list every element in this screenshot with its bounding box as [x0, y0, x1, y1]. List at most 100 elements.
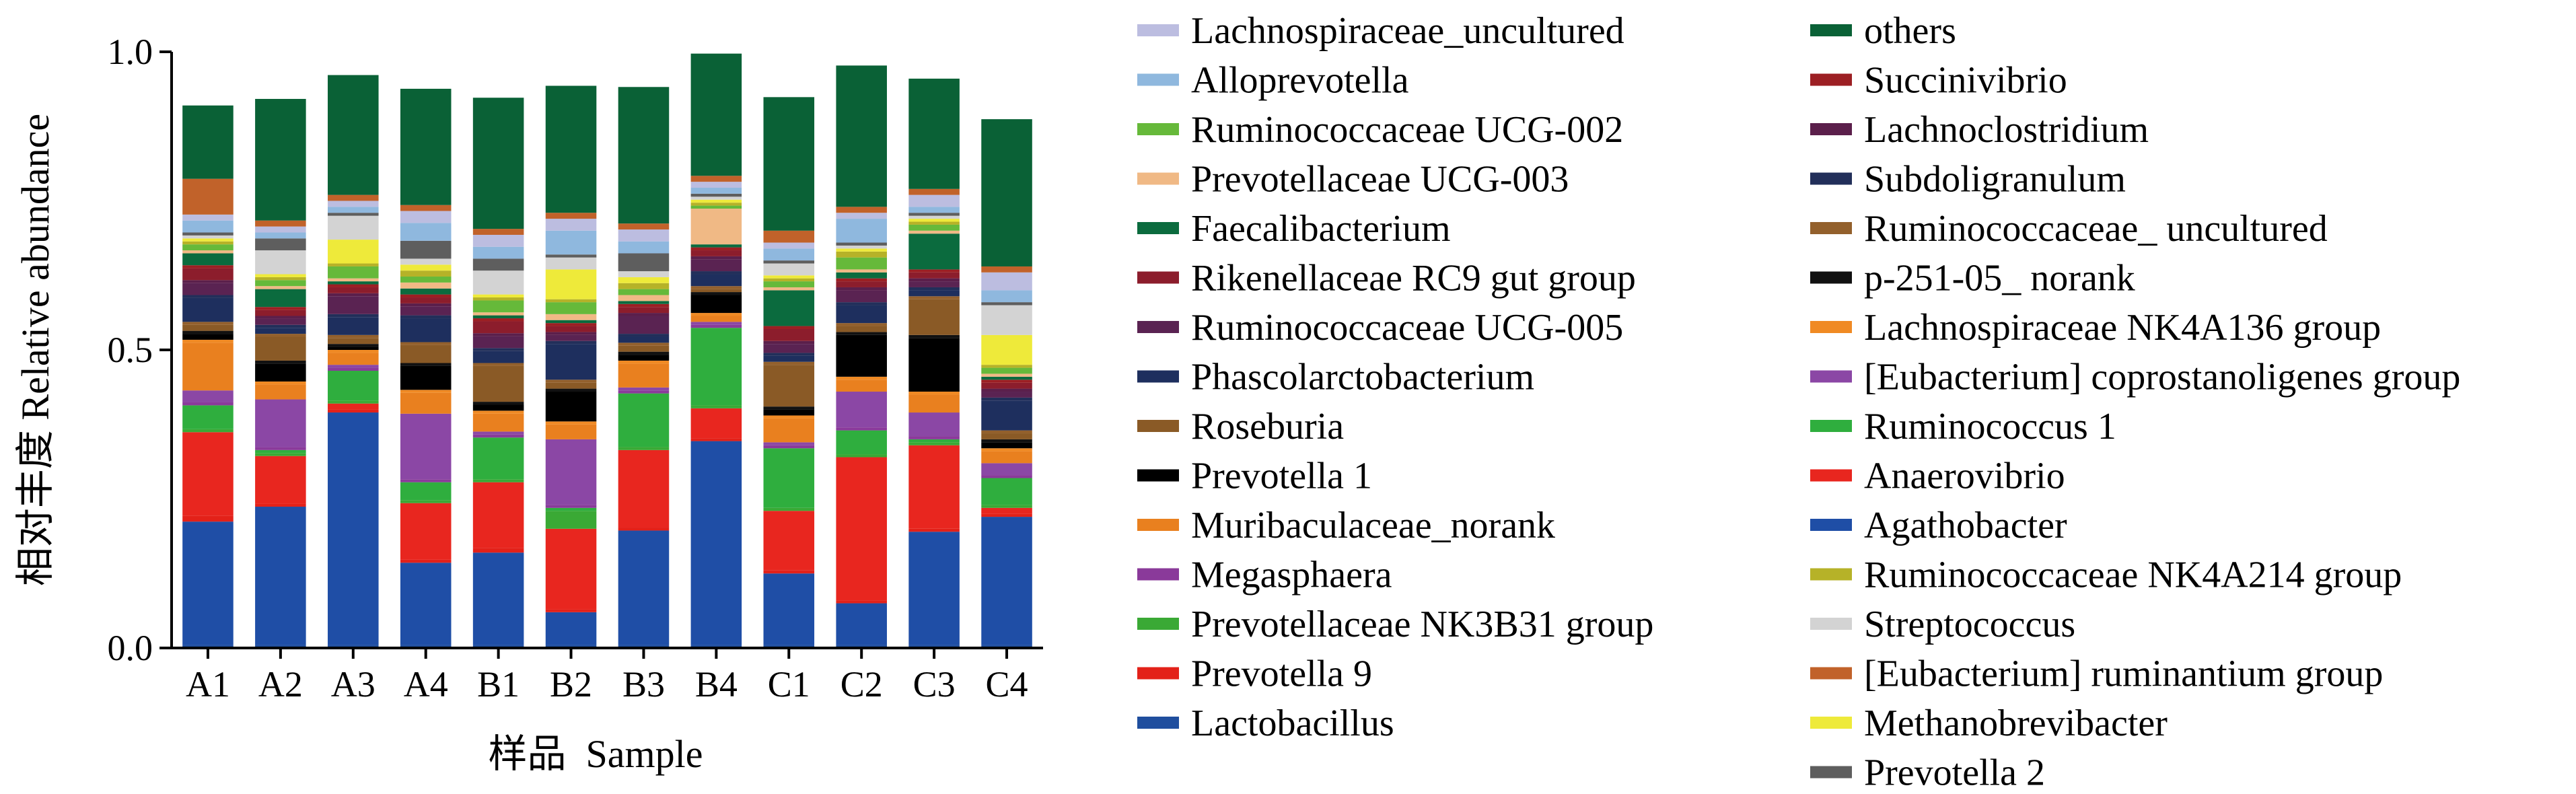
bar-segment-A1-19	[182, 265, 234, 268]
bar-segment-A2-20	[255, 289, 306, 308]
bar-segment-A2-0	[255, 645, 306, 648]
bar-segment-A1-11	[182, 330, 234, 334]
bar-segment-C4-0	[981, 645, 1032, 648]
bar-segment-A4-12	[400, 345, 452, 363]
bar-segment-B1-24	[472, 294, 524, 298]
bar-segment-A4-26	[400, 240, 452, 259]
bar-segment-C3-23	[908, 221, 960, 225]
legend-swatch	[1137, 24, 1179, 36]
legend-label: Prevotellaceae UCG-003	[1191, 159, 1569, 201]
bar-segment-A1-10	[182, 334, 234, 340]
bar-segment-A4-9	[400, 390, 452, 393]
legend-swatch	[1137, 519, 1179, 531]
bars-group	[182, 53, 1032, 648]
bar-segment-A3-1	[328, 412, 379, 645]
bar-segment-B2-0	[545, 645, 597, 648]
bar-segment-C3-28	[908, 194, 960, 207]
bar-segment-B2-21	[545, 314, 597, 320]
bar-segment-A1-1	[182, 521, 234, 645]
bar-segment-B4-30	[690, 53, 742, 176]
bar-segment-C4-9	[981, 448, 1032, 452]
bar-segment-A3-0	[328, 645, 379, 648]
x-tick-label-B1: B1	[477, 664, 520, 705]
bar-segment-B2-11	[545, 388, 597, 392]
legend-swatch	[1810, 321, 1852, 333]
bar-segment-C4-12	[981, 433, 1032, 439]
bar-segment-C4-15	[981, 397, 1032, 401]
legend-label: others	[1864, 10, 1956, 52]
legend-swatch	[1810, 73, 1852, 86]
bar-segment-C3-18	[908, 272, 960, 279]
bar-segment-A4-16	[400, 306, 452, 316]
bar-segment-C4-13	[981, 430, 1032, 434]
bar-segment-B3-16	[618, 316, 670, 334]
bar-segment-A1-14	[182, 297, 234, 322]
legend-swatch	[1810, 24, 1852, 36]
bar-segment-C1-27	[763, 248, 815, 261]
legend-label: Phascolarctobacterium	[1191, 357, 1534, 398]
bar-segment-C4-21	[981, 373, 1032, 377]
bar-segment-C1-4	[763, 507, 815, 511]
bar-segment-C2-17	[836, 287, 887, 291]
bar-segment-A4-1	[400, 563, 452, 645]
bar-segment-C2-8	[836, 380, 887, 392]
bar-segment-B2-30	[545, 85, 597, 213]
bar-segment-B3-17	[618, 313, 670, 316]
bar-segment-A4-5	[400, 482, 452, 501]
bar-segment-A2-5	[255, 449, 306, 454]
bar-segment-C1-22	[763, 281, 815, 287]
bar-segment-A4-23	[400, 270, 452, 277]
bar-segment-B3-8	[618, 363, 670, 388]
bar-segment-A1-5	[182, 405, 234, 429]
bar-segment-A4-10	[400, 365, 452, 390]
x-ticks-group: A1 A2 A3 A4 B1 B2 B3 B4 C1 C2 C3 C4	[186, 648, 1028, 705]
legend-label: Ruminococcaceae_ uncultured	[1864, 208, 2328, 250]
bar-segment-B2-24	[545, 269, 597, 299]
legend-label: Faecalibacterium	[1191, 208, 1451, 250]
bar-segment-C3-11	[908, 334, 960, 338]
bar-segment-C1-18	[763, 328, 815, 341]
x-tick-label-B4: B4	[695, 664, 738, 705]
bar-segment-B4-7	[690, 322, 742, 325]
bar-segment-A1-30	[182, 105, 234, 179]
bar-segment-C4-27	[981, 290, 1032, 303]
bar-segment-C3-21	[908, 230, 960, 234]
bar-segment-A2-7	[255, 399, 306, 447]
bar-segment-A2-21	[255, 286, 306, 289]
bar-segment-B3-3	[618, 449, 670, 528]
legend-label: Streptococcus	[1864, 604, 2075, 645]
legend-swatch	[1137, 667, 1179, 680]
bar-segment-B1-9	[472, 410, 524, 414]
bar-segment-C3-3	[908, 445, 960, 529]
x-tick-label-C3: C3	[913, 664, 956, 705]
bar-segment-B2-22	[545, 302, 597, 314]
bar-segment-B2-13	[545, 380, 597, 383]
bar-segment-C4-29	[981, 266, 1032, 273]
legend-swatch	[1137, 123, 1179, 135]
bar-segment-A3-7	[328, 365, 379, 368]
bar-segment-B3-21	[618, 295, 670, 301]
bar-segment-A3-14	[328, 317, 379, 335]
bar-segment-B1-28	[472, 235, 524, 247]
bar-segment-A4-17	[400, 303, 452, 307]
bar-segment-C2-1	[836, 603, 887, 645]
bar-segment-A1-4	[182, 429, 234, 433]
legend-swatch	[1137, 618, 1179, 630]
legend-swatch	[1137, 568, 1179, 581]
bar-segment-A3-27	[328, 207, 379, 213]
bar-segment-A3-29	[328, 194, 379, 201]
bar-segment-A1-29	[182, 178, 234, 215]
legend-label: Lachnospiraceae_uncultured	[1191, 10, 1624, 52]
bar-segment-B4-28	[690, 182, 742, 188]
legend-label: Ruminococcaceae NK4A214 group	[1864, 554, 2402, 596]
bar-segment-B2-25	[545, 257, 597, 270]
y-ticks-group: 0.0 0.5 1.0	[108, 32, 172, 668]
bar-segment-B4-27	[690, 188, 742, 194]
bar-segment-C3-29	[908, 188, 960, 195]
bar-segment-A1-3	[182, 432, 234, 516]
bar-segment-B1-16	[472, 336, 524, 349]
bar-segment-C1-3	[763, 511, 815, 571]
legend-label: [Eubacterium] ruminantium group	[1864, 653, 2383, 695]
bar-segment-C1-15	[763, 353, 815, 356]
x-axis-title: 样品 Sample	[489, 732, 703, 776]
